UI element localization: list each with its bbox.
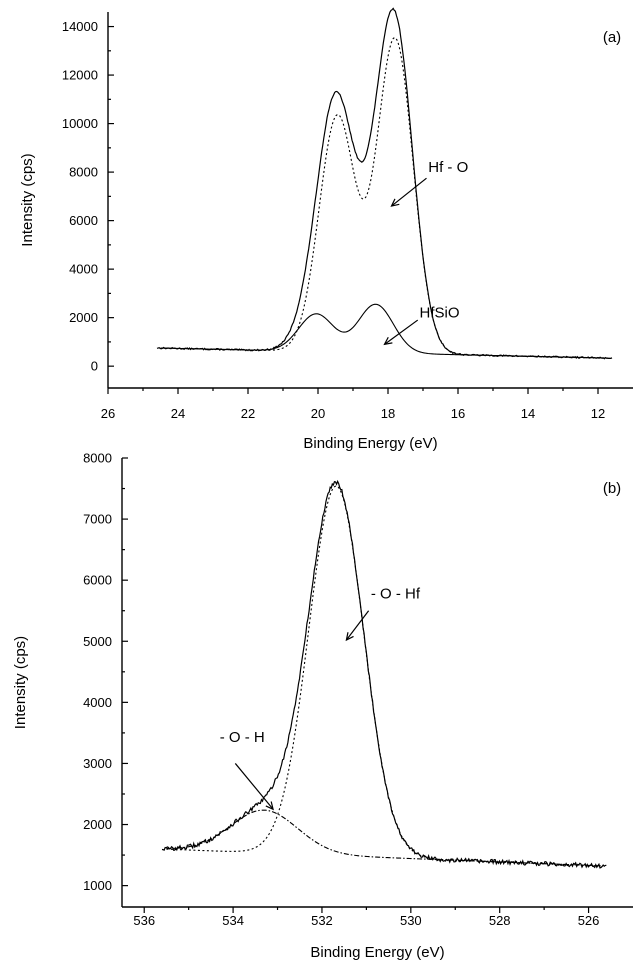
chart-a-x-tick-label: 22 [241, 406, 255, 421]
chart-a-y-tick-label: 6000 [69, 213, 98, 228]
chart-b-annotation-arrowhead [345, 632, 354, 642]
chart-b-x-axis-title: Binding Energy (eV) [310, 944, 444, 961]
chart-b-y-tick-label: 7000 [83, 512, 112, 527]
chart-a-annotation-arrow [384, 319, 419, 345]
chart-a-x-tick-label: 16 [451, 406, 465, 421]
chart-a-y-axis-title: Intensity (cps) [19, 153, 36, 246]
chart-a-annotation-label: HfSiO [420, 305, 460, 322]
chart-a-y-tick-label: 14000 [62, 19, 98, 34]
chart-b-x-tick-label: 530 [400, 913, 422, 928]
chart-b-y-tick-label: 5000 [83, 634, 112, 649]
chart-a-panel-label: (a) [603, 29, 621, 46]
chart-a-y-tick-label: 10000 [62, 116, 98, 131]
chart-a-x-tick-label: 24 [171, 406, 185, 421]
chart-b-y-tick-label: 1000 [83, 878, 112, 893]
chart-a-x-tick-label: 20 [311, 406, 325, 421]
chart-b-series-o-h [166, 809, 602, 867]
chart-b-y-tick-label: 8000 [83, 451, 112, 466]
chart-a-y-tick-label: 2000 [69, 310, 98, 325]
chart-b-y-tick-label: 3000 [83, 756, 112, 771]
chart-a-x-tick-label: 26 [101, 406, 115, 421]
chart-a-annotation-arrow [391, 177, 427, 207]
chart-b-y-tick-label: 6000 [83, 573, 112, 588]
chart-panel-a: 0 2000 4000 6000 8000 10000 12000 14000 26 24 22 20… [19, 7, 633, 452]
chart-b-annotation-arrow [345, 610, 370, 641]
chart-a-series-hfsio [160, 303, 609, 359]
chart-a-x-tick-label: 14 [521, 406, 535, 421]
chart-b-annotation-label: - O - H [220, 729, 265, 746]
chart-b-x-tick-label: 528 [489, 913, 511, 928]
chart-b-series-envelope [161, 479, 607, 869]
chart-b-series-o-hf [166, 485, 602, 867]
chart-a-annotation-arrowhead [390, 198, 400, 207]
chart-a-y-tick-label: 12000 [62, 68, 98, 83]
chart-a-y-tick-label: 8000 [69, 165, 98, 180]
chart-b-y-tick-label: 2000 [83, 817, 112, 832]
chart-b-panel-label: (b) [603, 480, 621, 497]
chart-b-annotation-arrow [234, 763, 274, 810]
chart-a-x-axis-title: Binding Energy (eV) [303, 435, 437, 452]
chart-a-annotation-label: Hf - O [428, 159, 468, 176]
chart-a-x-tick-label: 12 [591, 406, 605, 421]
chart-b-annotation-arrowhead [265, 801, 274, 811]
chart-b-y-axis-title: Intensity (cps) [12, 636, 29, 729]
chart-a-annotation-arrowhead [383, 336, 393, 346]
chart-b-annotation-label: - O - Hf [371, 586, 421, 603]
chart-b-x-tick-label: 534 [222, 913, 244, 928]
chart-b-x-tick-label: 532 [311, 913, 333, 928]
chart-b-x-tick-label: 526 [578, 913, 600, 928]
chart-panel-b: 1000 2000 3000 4000 5000 6000 7000 8000 536 534 53… [12, 451, 633, 961]
chart-b-x-tick-label: 536 [133, 913, 155, 928]
chart-a-x-tick-label: 18 [381, 406, 395, 421]
chart-b-y-tick-label: 4000 [83, 695, 112, 710]
chart-a-series-envelope [156, 7, 613, 360]
chart-a-y-tick-label: 4000 [69, 262, 98, 277]
chart-a-y-tick-label: 0 [91, 359, 98, 374]
